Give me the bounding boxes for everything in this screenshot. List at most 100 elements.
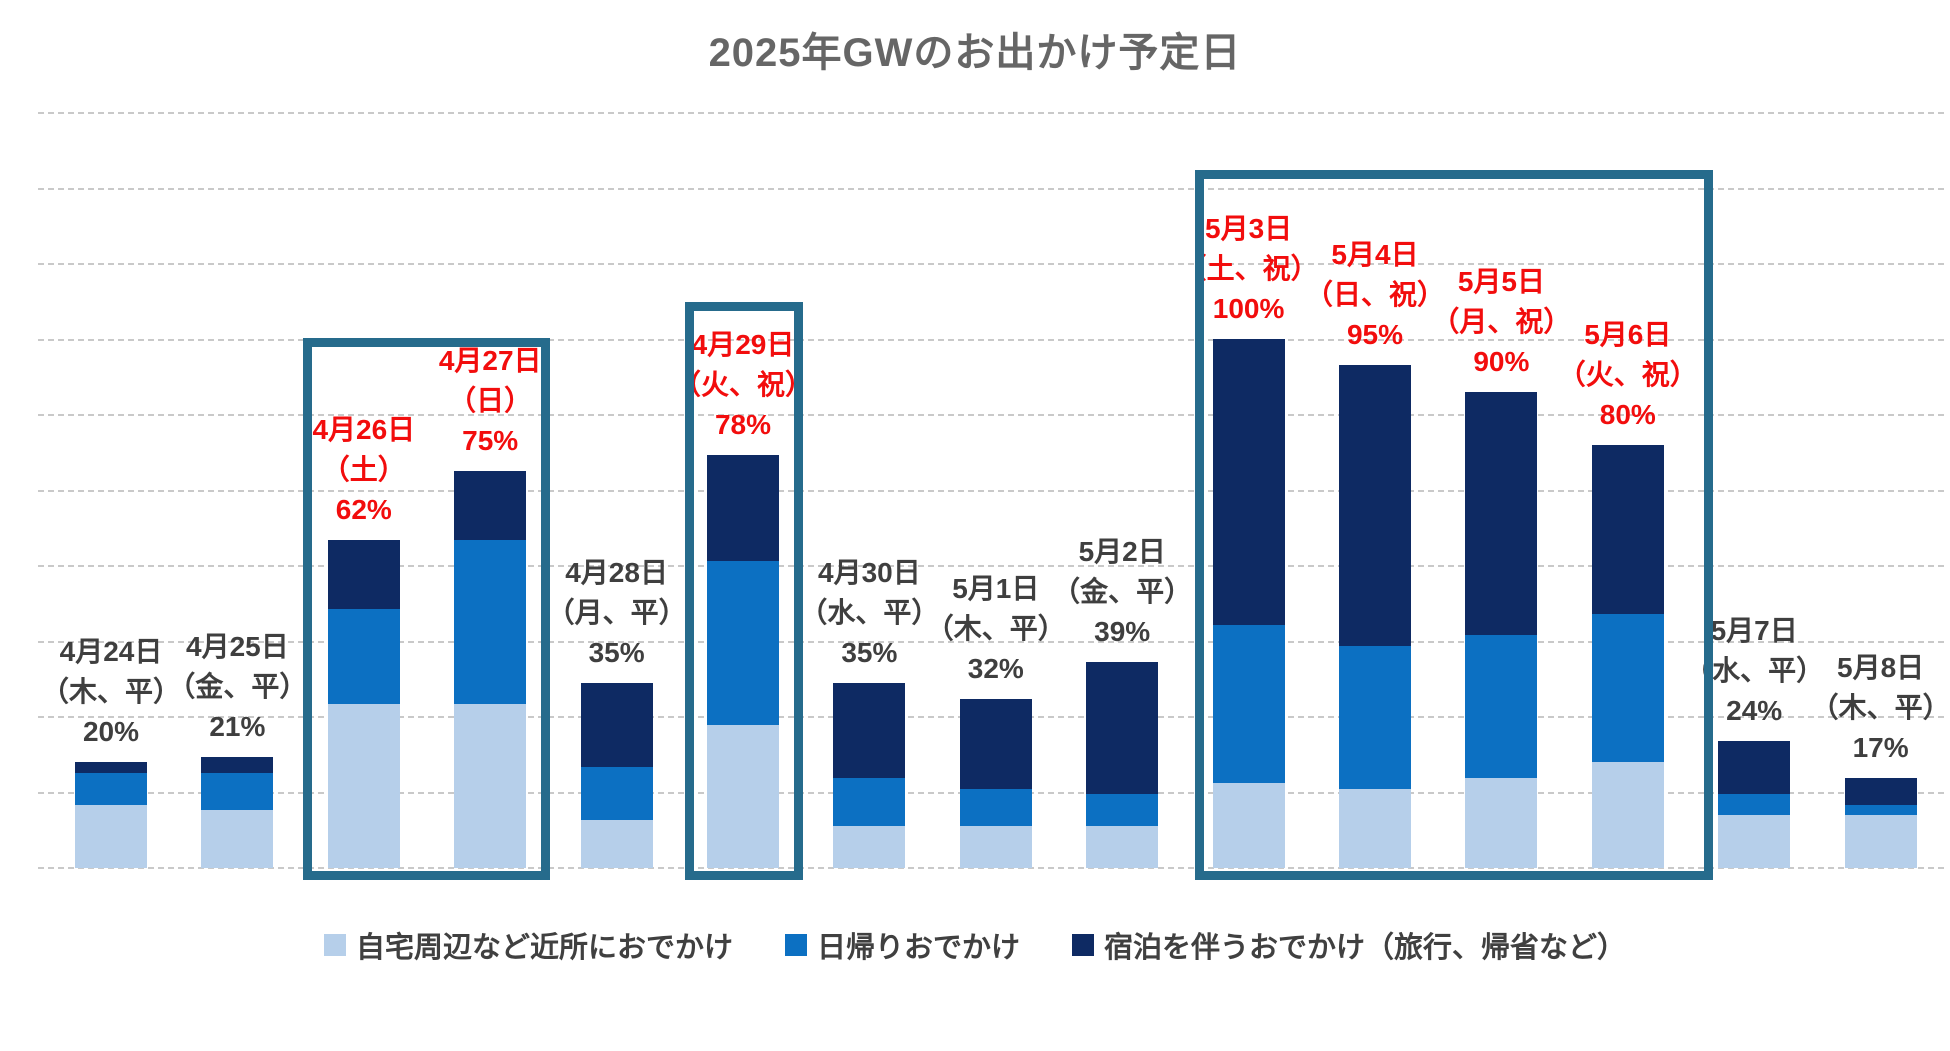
bar-label-day: （木、平） [40,676,181,708]
segment-daytrip [1086,793,1159,826]
legend-item-daytrip: 日帰りおでかけ [784,924,1020,966]
bar-label-percent: 95% [1346,319,1404,351]
segment-daytrip [75,772,147,805]
segment-local [1465,778,1538,868]
bar-label-day: （金、平） [1052,575,1193,607]
bar-column: 5月4日 （日、祝） 95% [1305,239,1445,868]
segment-local [707,725,779,868]
bar-column: 5月6日 （火、祝） 80% [1558,319,1698,868]
bar-label-percent: 100% [1212,293,1285,324]
bar-label: 5月1日 （木、平） 32% [846,569,1146,689]
bar-label-day: （水、平） [799,596,940,628]
legend-label-local: 自宅周辺など近所におでかけ [355,932,733,964]
bar-column: 4月29日 （火、祝） 78% [673,329,813,868]
segment-local [454,704,527,868]
gridline [38,112,1944,114]
bar-label-date: 5月4日 [1331,239,1419,271]
segment-overnight [707,455,779,562]
segment-local [959,825,1032,868]
segment-overnight [833,682,906,779]
segment-overnight [959,698,1032,789]
legend-swatch-daytrip-icon [784,934,807,956]
bar-label-percent: 90% [1473,345,1530,377]
bar-column: 5月3日 （土、祝） 100% [1179,213,1319,868]
bar-label-percent: 32% [967,652,1024,684]
segment-local [580,820,653,868]
segment-local [1339,788,1411,868]
segment-overnight [201,756,274,773]
bar-label: 4月24日 （木、平） 20% [0,632,261,752]
segment-daytrip [201,772,274,810]
bar-label-date: 4月24日 [59,636,163,668]
bar-label-date: 5月8日 [1837,652,1925,684]
bar-column: 4月30日 （水、平） 35% [799,557,939,868]
legend-swatch-local-icon [323,934,346,956]
gridline [38,640,1944,643]
segment-daytrip [707,561,779,726]
bar-label: 5月6日 （火、祝） 80% [1478,315,1778,435]
bar-label-date: 4月27日 [438,345,542,377]
segment-local [1718,815,1791,868]
segment-daytrip [1591,614,1664,763]
bar-label-percent: 62% [335,494,392,526]
bar-label-date: 5月3日 [1205,213,1293,244]
bar-label: 4月27日 （日） 75% [340,341,640,461]
bar-label: 5月2日 （金、平） 39% [972,532,1272,652]
bar-label: 4月30日 （水、平） 35% [719,553,1019,673]
bar-column: 4月28日 （月、平） 35% [547,557,687,868]
gridline [38,187,1944,190]
legend-label-overnight: 宿泊を伴うおでかけ（旅行、帰省など） [1104,932,1627,964]
segment-overnight [327,540,400,609]
bar-label-percent: 78% [714,409,772,441]
segment-local [1591,762,1664,868]
bar-column: 4月26日 （土） 62% [312,414,415,868]
bar-label-percent: 21% [209,710,266,742]
segment-overnight [580,682,653,768]
bar-label-percent: 20% [82,716,140,748]
segment-overnight [1339,365,1411,646]
bar-label-day: （土） [321,454,406,486]
bar-label-percent: 17% [1852,732,1909,764]
segment-local [1086,825,1159,868]
gridline [38,867,1944,869]
legend-swatch-overnight-icon [1072,934,1094,956]
bar-label-percent: 80% [1599,398,1656,430]
bar-label-date: 4月28日 [565,556,668,588]
chart-title: 2025年GWのお出かけ予定日 [708,31,1242,75]
bar-label-date: 4月29日 [691,329,795,361]
bar-label: 4月29日 （火、祝） 78% [593,325,893,445]
gridline [38,489,1944,492]
segment-local [1844,815,1917,868]
segment-overnight [1086,661,1159,794]
segment-daytrip [1339,645,1411,789]
bar-label-percent: 35% [841,636,898,668]
segment-daytrip [1212,624,1285,784]
bar-label: 5月8日 （木、平） 17% [1731,648,1950,768]
segment-overnight [1718,741,1791,794]
bar-label-day: （日、祝） [1304,279,1445,311]
bar-label-date: 5月5日 [1457,265,1545,297]
bar-label-date: 5月2日 [1078,535,1166,567]
legend-label-daytrip: 日帰りおでかけ [816,932,1020,964]
bar-label-date: 4月26日 [312,414,416,446]
segment-daytrip [580,767,653,821]
segment-local [1212,783,1285,868]
bar-column: 5月5日 （月、祝） 90% [1431,266,1571,868]
bar-column: 5月8日 （木、平） 17% [1811,652,1950,868]
bar-label: 4月26日 （土） 62% [214,410,514,530]
segment-overnight [1591,444,1664,615]
bar-label-date: 4月25日 [186,630,289,662]
segment-daytrip [833,778,906,826]
bar-label-date: 5月7日 [1710,615,1798,647]
bar-label-percent: 39% [1094,615,1151,647]
bar-label-day: （月、平） [546,596,687,628]
bar-label-percent: 75% [462,425,519,457]
gridline [38,263,1944,265]
gridline [38,338,1944,341]
bar-column: 4月27日 （日） 75% [439,345,542,868]
bar-label-percent: 24% [1726,695,1783,727]
bar-label: 5月4日 （日、祝） 95% [1225,235,1525,355]
bar-label-day: （月、祝） [1431,305,1572,337]
bar-label-day: （火、祝） [1557,358,1698,390]
